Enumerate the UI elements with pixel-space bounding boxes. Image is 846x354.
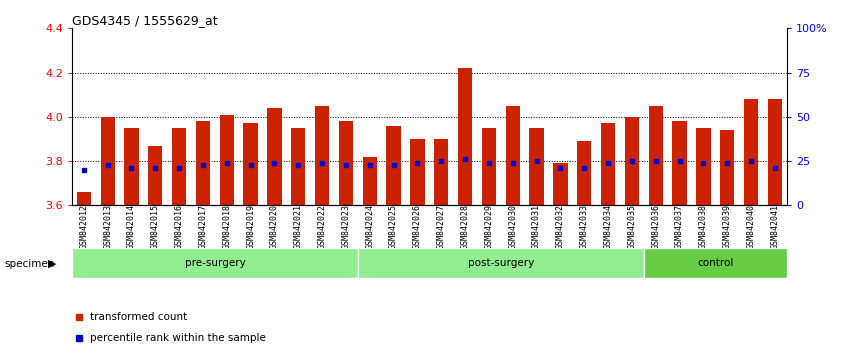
- Bar: [124, 128, 139, 205]
- Text: GSM842025: GSM842025: [389, 204, 398, 249]
- Text: GSM842013: GSM842013: [103, 204, 113, 249]
- Bar: [624, 117, 639, 205]
- Text: GSM842022: GSM842022: [317, 204, 327, 249]
- Text: GSM842014: GSM842014: [127, 204, 136, 249]
- Text: control: control: [697, 258, 733, 268]
- Bar: [101, 117, 115, 205]
- Text: GSM842033: GSM842033: [580, 204, 589, 249]
- Text: GSM842020: GSM842020: [270, 204, 279, 249]
- Bar: [601, 124, 615, 205]
- Bar: [673, 121, 687, 205]
- Bar: [220, 115, 234, 205]
- Bar: [506, 106, 520, 205]
- Bar: [577, 141, 591, 205]
- Bar: [338, 121, 353, 205]
- Text: GSM842023: GSM842023: [342, 204, 350, 249]
- Text: GSM842016: GSM842016: [174, 204, 184, 249]
- Text: GSM842034: GSM842034: [603, 204, 613, 249]
- Text: GSM842039: GSM842039: [722, 204, 732, 249]
- Text: GSM842030: GSM842030: [508, 204, 517, 249]
- Bar: [195, 121, 210, 205]
- Bar: [553, 163, 568, 205]
- Bar: [644, 248, 787, 278]
- Bar: [72, 248, 358, 278]
- Text: GSM842028: GSM842028: [460, 204, 470, 249]
- Bar: [315, 106, 329, 205]
- Bar: [172, 128, 186, 205]
- Text: GSM842040: GSM842040: [746, 204, 755, 249]
- Text: post-surgery: post-surgery: [468, 258, 534, 268]
- Bar: [291, 128, 305, 205]
- Text: specimen: specimen: [4, 259, 55, 269]
- Text: ▶: ▶: [48, 259, 57, 269]
- Text: GSM842024: GSM842024: [365, 204, 374, 249]
- Bar: [267, 108, 282, 205]
- Text: GSM842041: GSM842041: [771, 204, 779, 249]
- Text: GSM842031: GSM842031: [532, 204, 541, 249]
- Text: GSM842019: GSM842019: [246, 204, 255, 249]
- Text: GSM842035: GSM842035: [628, 204, 636, 249]
- Bar: [410, 139, 425, 205]
- Text: GSM842029: GSM842029: [485, 204, 493, 249]
- Bar: [696, 128, 711, 205]
- Text: GSM842027: GSM842027: [437, 204, 446, 249]
- Text: GSM842032: GSM842032: [556, 204, 565, 249]
- Bar: [77, 192, 91, 205]
- Text: pre-surgery: pre-surgery: [184, 258, 245, 268]
- Text: GSM842038: GSM842038: [699, 204, 708, 249]
- Bar: [363, 157, 377, 205]
- Text: GSM842015: GSM842015: [151, 204, 160, 249]
- Bar: [148, 145, 162, 205]
- Bar: [720, 130, 734, 205]
- Text: GSM842036: GSM842036: [651, 204, 660, 249]
- Bar: [434, 139, 448, 205]
- Text: GSM842037: GSM842037: [675, 204, 684, 249]
- Text: GSM842017: GSM842017: [199, 204, 207, 249]
- Bar: [244, 124, 258, 205]
- Text: GSM842026: GSM842026: [413, 204, 422, 249]
- Text: GSM842012: GSM842012: [80, 204, 88, 249]
- Text: GDS4345 / 1555629_at: GDS4345 / 1555629_at: [72, 14, 217, 27]
- Bar: [744, 99, 758, 205]
- Bar: [458, 68, 472, 205]
- Bar: [530, 128, 544, 205]
- Text: GSM842021: GSM842021: [294, 204, 303, 249]
- Bar: [481, 128, 496, 205]
- Bar: [387, 126, 401, 205]
- Bar: [358, 248, 644, 278]
- Text: GSM842018: GSM842018: [222, 204, 231, 249]
- Text: transformed count: transformed count: [90, 312, 187, 322]
- Bar: [649, 106, 663, 205]
- Bar: [767, 99, 782, 205]
- Text: percentile rank within the sample: percentile rank within the sample: [90, 333, 266, 343]
